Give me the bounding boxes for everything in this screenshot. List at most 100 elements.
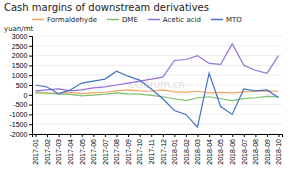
- legend: Formaldehyde DME Acetic acid MTO: [32, 16, 242, 24]
- tick-label: 2018-07: [241, 139, 248, 165]
- tick-mark: [29, 124, 32, 125]
- watermark: ccforum.cn: [129, 79, 185, 90]
- legend-label: Acetic acid: [163, 16, 201, 24]
- tick: 2018-09: [264, 134, 271, 165]
- tick: 2017-01: [32, 134, 39, 165]
- grid-line: [32, 55, 282, 56]
- tick-mark: [105, 134, 106, 137]
- tick: 2018-01: [171, 134, 178, 165]
- tick-mark: [29, 105, 32, 106]
- tick-label: 3000: [12, 33, 28, 40]
- tick-label: 2017-12: [160, 139, 167, 165]
- tick: 2017-12: [160, 134, 167, 165]
- tick-label: 2018-03: [194, 139, 201, 165]
- tick: -2000: [9, 131, 32, 138]
- grid-line: [32, 114, 282, 115]
- legend-label: MTO: [226, 16, 242, 24]
- tick: 2500: [12, 43, 32, 50]
- legend-swatch: [32, 19, 44, 21]
- tick: 2018-04: [206, 134, 213, 165]
- tick-mark: [198, 134, 199, 137]
- tick-label: 0: [23, 92, 27, 99]
- legend-swatch: [107, 19, 119, 21]
- legend-item: DME: [107, 16, 138, 24]
- tick-mark: [267, 134, 268, 137]
- tick-mark: [279, 134, 280, 137]
- legend-swatch: [211, 19, 223, 21]
- tick-label: 2018-05: [217, 139, 224, 165]
- tick: -500: [13, 101, 32, 108]
- tick-label: 2017-07: [102, 139, 109, 165]
- legend-item: Acetic acid: [148, 16, 201, 24]
- tick: -1000: [9, 111, 32, 118]
- tick: 3000: [12, 33, 32, 40]
- tick-mark: [244, 134, 245, 137]
- tick-mark: [29, 95, 32, 96]
- tick: 2017-07: [102, 134, 109, 165]
- tick-label: -1000: [9, 111, 27, 118]
- tick: 2017-02: [44, 134, 51, 165]
- tick-mark: [29, 46, 32, 47]
- axis-line: [33, 135, 283, 138]
- tick: 2017-10: [136, 134, 143, 165]
- tick-mark: [29, 65, 32, 66]
- title: Cash margins of downstream derivatives: [4, 2, 209, 13]
- tick: 2000: [12, 52, 32, 59]
- tick-label: 2017-03: [55, 139, 62, 165]
- tick: 2018-03: [194, 134, 201, 165]
- tick: 500: [16, 82, 32, 89]
- tick-label: 1000: [12, 72, 28, 79]
- series-line: [35, 44, 278, 91]
- grid: [32, 36, 282, 134]
- tick: 2018-07: [241, 134, 248, 165]
- tick-mark: [128, 134, 129, 137]
- tick-label: 1500: [12, 62, 28, 69]
- tick-mark: [70, 134, 71, 137]
- x-axis: 2017-012017-022017-032017-042017-052017-…: [32, 134, 282, 165]
- tick: 2017-08: [113, 134, 120, 165]
- tick-mark: [221, 134, 222, 137]
- series-line: [35, 71, 278, 127]
- tick-mark: [93, 134, 94, 137]
- tick: 2018-02: [183, 134, 190, 165]
- tick: 2017-04: [67, 134, 74, 165]
- tick-mark: [35, 134, 36, 137]
- tick-mark: [116, 134, 117, 137]
- tick-mark: [47, 134, 48, 137]
- tick: 2017-06: [90, 134, 97, 165]
- tick-label: 2017-01: [32, 139, 39, 165]
- tick: 2018-05: [217, 134, 224, 165]
- legend-swatch: [148, 19, 160, 21]
- tick-mark: [29, 36, 32, 37]
- grid-line: [32, 124, 282, 125]
- tick-mark: [82, 134, 83, 137]
- tick: 2018-08: [252, 134, 259, 165]
- legend-label: DME: [122, 16, 138, 24]
- tick-mark: [209, 134, 210, 137]
- tick: 2018-10: [275, 134, 282, 165]
- tick-label: 2018-08: [252, 139, 259, 165]
- y-axis: -2000-1500-1000-500050010001500200025003…: [9, 33, 32, 138]
- tick-mark: [174, 134, 175, 137]
- tick: 1000: [12, 72, 32, 79]
- tick-label: 2500: [12, 43, 28, 50]
- tick-label: -2000: [9, 131, 27, 138]
- tick-label: 2018-10: [275, 139, 282, 165]
- legend-label: Formaldehyde: [47, 16, 97, 24]
- tick-label: 2018-02: [183, 139, 190, 165]
- tick-mark: [151, 134, 152, 137]
- tick-mark: [29, 134, 32, 135]
- tick-label: 2017-08: [113, 139, 120, 165]
- tick-mark: [232, 134, 233, 137]
- tick-label: 2018-01: [171, 139, 178, 165]
- plot: -2000-1500-1000-500050010001500200025003…: [9, 33, 282, 165]
- grid-line: [32, 36, 282, 37]
- tick-mark: [255, 134, 256, 137]
- grid-line: [32, 75, 282, 76]
- tick-mark: [29, 75, 32, 76]
- tick: 2017-03: [55, 134, 62, 165]
- axis-line: [29, 37, 33, 135]
- grid-line: [32, 45, 282, 46]
- tick-label: 2000: [12, 52, 28, 59]
- tick-mark: [163, 134, 164, 137]
